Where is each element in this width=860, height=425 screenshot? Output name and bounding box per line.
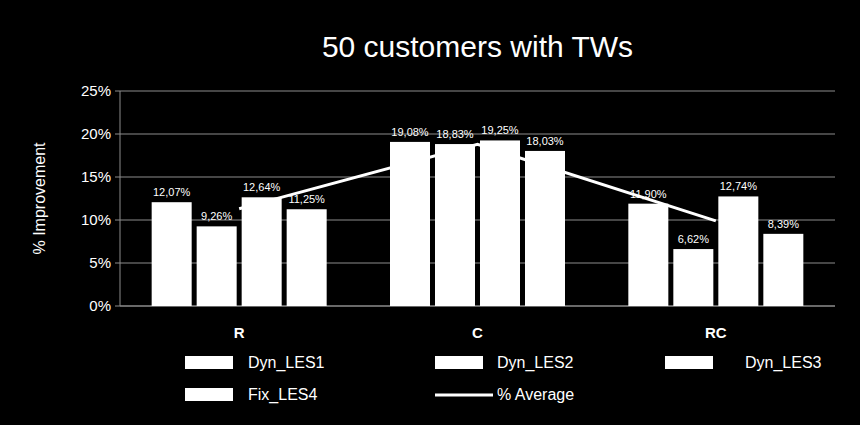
data-label: 11,90%	[630, 188, 667, 200]
legend-label: Dyn_LES1	[248, 354, 325, 372]
legend-label: % Average	[497, 386, 574, 403]
data-label: 8,39%	[768, 218, 799, 230]
chart: 50 customers with TWs 0% 5% 10% 15% 20% 25% % I…	[0, 0, 860, 425]
legend-swatch	[665, 356, 713, 369]
tick-mark	[115, 263, 120, 264]
category-label: R	[234, 324, 245, 341]
tick-mark	[115, 134, 120, 135]
bar	[718, 196, 758, 306]
bar	[287, 209, 327, 306]
data-label: 19,08%	[391, 126, 429, 138]
data-label: 9,26%	[201, 210, 232, 222]
bar	[673, 249, 713, 306]
legend-label: Dyn_LES2	[497, 354, 574, 372]
data-label: 19,25%	[481, 124, 519, 136]
data-label: 12,74%	[720, 180, 758, 192]
tick-label: 0%	[89, 297, 111, 314]
tick-label: 5%	[89, 254, 111, 271]
bar	[525, 151, 565, 306]
background	[0, 0, 860, 425]
grid-line	[120, 91, 835, 92]
data-labels: 12,07% 19,08% 11,90% 9,26% 18,83% 6,62% 12,64%…	[153, 124, 799, 245]
bar	[435, 144, 475, 306]
title: 50 customers with TWs	[322, 30, 633, 63]
tick-mark	[115, 220, 120, 221]
tick-mark	[115, 177, 120, 178]
grid-line	[120, 177, 835, 178]
bar	[197, 226, 237, 306]
tick-label: 10%	[81, 211, 111, 228]
data-label: 12,64%	[243, 181, 281, 193]
legend-swatch	[435, 394, 493, 397]
bar	[480, 140, 520, 306]
legend-label: Dyn_LES3	[745, 354, 822, 372]
data-label: 18,83%	[436, 128, 474, 140]
legend-swatch	[435, 356, 483, 369]
tick-label: 25%	[81, 82, 111, 99]
y-axis-label: % Improvement	[31, 142, 48, 255]
bar	[152, 202, 192, 306]
data-label: 11,25%	[288, 193, 325, 205]
y-axis	[120, 91, 121, 306]
bar	[763, 234, 803, 306]
legend-swatch	[185, 356, 233, 369]
category-label: C	[472, 324, 483, 341]
tick-label: 20%	[81, 125, 111, 142]
average-line	[239, 144, 716, 221]
bar	[628, 204, 668, 306]
tick-mark	[115, 306, 120, 307]
legend-swatch	[185, 388, 233, 401]
grid-line	[120, 134, 835, 135]
category-label: RC	[705, 324, 727, 341]
bar	[242, 197, 282, 306]
data-label: 6,62%	[678, 233, 709, 245]
data-label: 12,07%	[153, 186, 191, 198]
marks	[152, 140, 804, 306]
legend-label: Fix_LES4	[248, 386, 317, 404]
tick-mark	[115, 91, 120, 92]
tick-label: 15%	[81, 168, 111, 185]
data-label: 18,03%	[526, 135, 564, 147]
